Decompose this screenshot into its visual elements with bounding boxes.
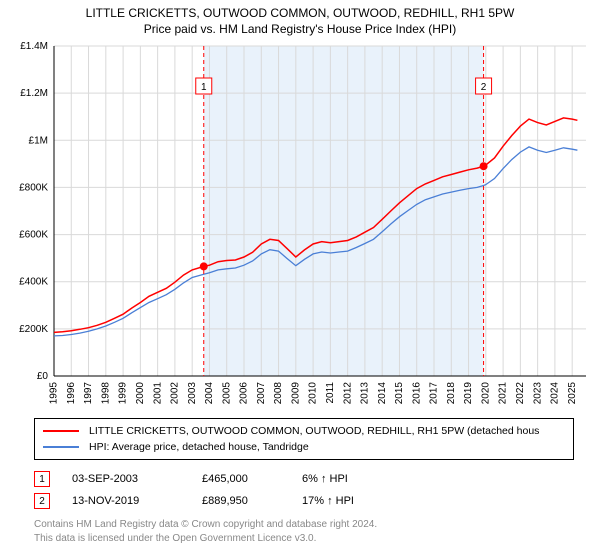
- x-tick-label: 1997: [83, 382, 94, 405]
- marker-dot: [480, 162, 488, 170]
- x-tick-label: 2017: [429, 382, 440, 405]
- x-tick-label: 2013: [360, 382, 371, 405]
- x-tick-label: 2019: [463, 382, 474, 405]
- x-tick-label: 2024: [550, 382, 561, 405]
- x-tick-label: 1999: [118, 382, 129, 405]
- marker-price: £465,000: [202, 473, 302, 485]
- x-tick-label: 2002: [170, 382, 181, 405]
- x-tick-label: 2023: [532, 382, 543, 405]
- x-tick-label: 2022: [515, 382, 526, 405]
- title-sub: Price paid vs. HM Land Registry's House …: [10, 22, 590, 36]
- legend: LITTLE CRICKETTS, OUTWOOD COMMON, OUTWOO…: [34, 418, 574, 460]
- footer-line2: This data is licensed under the Open Gov…: [34, 532, 590, 546]
- legend-row: HPI: Average price, detached house, Tand…: [43, 439, 565, 455]
- x-tick-label: 1996: [66, 382, 77, 405]
- legend-label: HPI: Average price, detached house, Tand…: [89, 441, 309, 453]
- marker-table-row: 1 03-SEP-2003£465,0006% ↑ HPI: [34, 468, 590, 490]
- x-tick-label: 2004: [204, 382, 215, 405]
- y-tick-label: £600K: [19, 230, 48, 241]
- x-tick-label: 1995: [49, 382, 60, 405]
- x-tick-label: 2025: [567, 382, 578, 405]
- title-main: LITTLE CRICKETTS, OUTWOOD COMMON, OUTWOO…: [10, 6, 590, 20]
- legend-row: LITTLE CRICKETTS, OUTWOOD COMMON, OUTWOO…: [43, 423, 565, 439]
- x-tick-label: 2008: [273, 382, 284, 405]
- y-tick-label: £1.2M: [20, 88, 48, 99]
- x-tick-label: 2006: [239, 382, 250, 405]
- x-tick-label: 2001: [152, 382, 163, 405]
- x-tick-label: 2012: [342, 382, 353, 405]
- footer-line1: Contains HM Land Registry data © Crown c…: [34, 518, 590, 532]
- y-tick-label: £200K: [19, 324, 48, 335]
- x-tick-label: 2003: [187, 382, 198, 405]
- marker-index-box: 1: [34, 471, 50, 487]
- y-tick-label: £800K: [19, 182, 48, 193]
- marker-pct: 17% ↑ HPI: [302, 495, 412, 507]
- legend-label: LITTLE CRICKETTS, OUTWOOD COMMON, OUTWOO…: [89, 425, 539, 437]
- marker-box-label: 2: [481, 82, 487, 93]
- marker-pct: 6% ↑ HPI: [302, 473, 412, 485]
- x-tick-label: 2015: [394, 382, 405, 405]
- line-chart-svg: £0 £200K £400K £600K £800K £1M £1.2M £1.4M 1995 1…: [10, 42, 590, 412]
- x-tick-label: 2021: [498, 382, 509, 405]
- x-tick-label: 2020: [480, 382, 491, 405]
- legend-swatch: [43, 430, 79, 432]
- y-tick-label: £1.4M: [20, 42, 48, 52]
- chart-container: LITTLE CRICKETTS, OUTWOOD COMMON, OUTWOO…: [0, 0, 600, 560]
- title-block: LITTLE CRICKETTS, OUTWOOD COMMON, OUTWOO…: [0, 0, 600, 38]
- x-tick-label: 2010: [308, 382, 319, 405]
- y-tick-label: £1M: [29, 135, 48, 146]
- marker-box-label: 1: [201, 82, 207, 93]
- shaded-band: [204, 46, 484, 376]
- x-tick-label: 2011: [325, 382, 336, 404]
- legend-swatch: [43, 446, 79, 448]
- x-tick-label: 2018: [446, 382, 457, 405]
- x-tick-label: 2014: [377, 382, 388, 405]
- marker-index-box: 2: [34, 493, 50, 509]
- marker-date: 13-NOV-2019: [72, 495, 202, 507]
- x-tick-label: 2007: [256, 382, 267, 405]
- x-tick-label: 2016: [411, 382, 422, 405]
- x-tick-label: 2009: [290, 382, 301, 405]
- x-tick-label: 2000: [135, 382, 146, 405]
- marker-date: 03-SEP-2003: [72, 473, 202, 485]
- footer: Contains HM Land Registry data © Crown c…: [34, 518, 590, 545]
- y-tick-label: £400K: [19, 277, 48, 288]
- marker-price: £889,950: [202, 495, 302, 507]
- x-tick-label: 1998: [100, 382, 111, 405]
- marker-table: 1 03-SEP-2003£465,0006% ↑ HPI 2 13-NOV-2019…: [34, 468, 590, 512]
- x-tick-label: 2005: [221, 382, 232, 405]
- marker-table-row: 2 13-NOV-2019£889,95017% ↑ HPI: [34, 490, 590, 512]
- marker-dot: [200, 262, 208, 270]
- y-tick-label: £0: [37, 371, 49, 382]
- chart-area: £0 £200K £400K £600K £800K £1M £1.2M £1.4M 1995 1…: [10, 42, 590, 412]
